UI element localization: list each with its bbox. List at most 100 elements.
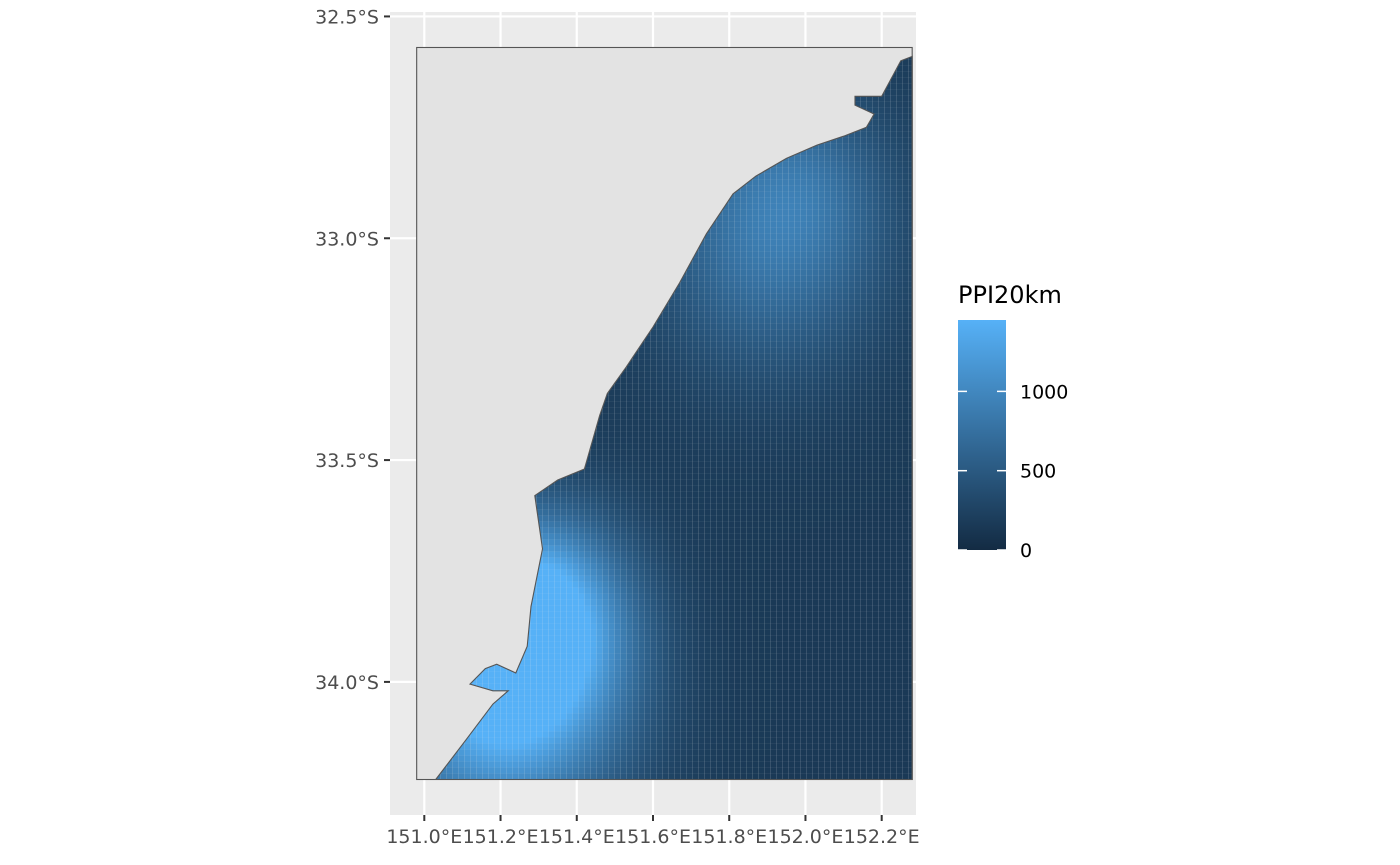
raster-cell — [896, 257, 903, 264]
raster-cell — [896, 143, 903, 150]
raster-cell — [692, 377, 699, 384]
raster-cell — [896, 311, 903, 318]
raster-cell — [794, 269, 801, 276]
raster-cell — [734, 317, 741, 324]
raster-cell — [722, 335, 729, 342]
raster-cell — [872, 323, 879, 330]
raster-cell — [860, 179, 867, 186]
raster-cell — [800, 251, 807, 258]
raster-cell — [884, 131, 891, 138]
raster-cell — [854, 305, 861, 312]
raster-cell — [818, 401, 825, 408]
raster-cell — [902, 125, 909, 132]
raster-cell — [830, 263, 837, 270]
raster-cell — [758, 203, 765, 210]
raster-cell — [722, 257, 729, 264]
raster-cell — [758, 263, 765, 270]
raster-cell — [716, 383, 723, 390]
raster-cell — [800, 383, 807, 390]
raster-cell — [704, 257, 711, 264]
raster-cell — [860, 341, 867, 348]
raster-cell — [740, 227, 747, 234]
raster-cell — [872, 149, 879, 156]
raster-cell — [854, 329, 861, 336]
raster-cell — [704, 347, 711, 354]
raster-cell — [752, 347, 759, 354]
raster-cell — [860, 155, 867, 162]
raster-cell — [902, 179, 909, 186]
raster-cell — [824, 359, 831, 366]
raster-cell — [716, 371, 723, 378]
raster-cell — [782, 341, 789, 348]
raster-cell — [890, 365, 897, 372]
raster-cell — [740, 197, 747, 204]
raster-cell — [812, 239, 819, 246]
raster-cell — [854, 335, 861, 342]
raster-cell — [704, 383, 711, 390]
raster-cell — [848, 209, 855, 216]
raster-cell — [884, 335, 891, 342]
raster-cell — [764, 353, 771, 360]
raster-cell — [716, 239, 723, 246]
raster-cell — [806, 155, 813, 162]
raster-cell — [716, 377, 723, 384]
raster-cell — [668, 323, 675, 330]
raster-cell — [668, 335, 675, 342]
raster-cell — [710, 317, 717, 324]
raster-cell — [878, 137, 885, 144]
raster-cell — [776, 341, 783, 348]
raster-cell — [830, 377, 837, 384]
raster-cell — [812, 401, 819, 408]
raster-cell — [896, 341, 903, 348]
raster-cell — [866, 305, 873, 312]
raster-cell — [878, 239, 885, 246]
raster-cell — [692, 287, 699, 294]
raster-cell — [878, 221, 885, 228]
raster-cell — [758, 293, 765, 300]
raster-cell — [872, 173, 879, 180]
raster-cell — [686, 395, 693, 402]
raster-cell — [674, 341, 681, 348]
raster-cell — [818, 155, 825, 162]
raster-cell — [788, 293, 795, 300]
raster-cell — [746, 347, 753, 354]
raster-cell — [890, 185, 897, 192]
raster-cell — [764, 359, 771, 366]
raster-cell — [794, 191, 801, 198]
raster-cell — [878, 353, 885, 360]
raster-cell — [842, 149, 849, 156]
raster-cell — [638, 353, 645, 360]
raster-cell — [818, 185, 825, 192]
raster-cell — [836, 317, 843, 324]
raster-cell — [806, 371, 813, 378]
raster-cell — [890, 359, 897, 366]
raster-cell — [878, 245, 885, 252]
raster-cell — [776, 203, 783, 210]
raster-cell — [740, 347, 747, 354]
raster-cell — [848, 227, 855, 234]
raster-cell — [758, 227, 765, 234]
raster-cell — [794, 299, 801, 306]
raster-cell — [824, 149, 831, 156]
raster-cell — [878, 263, 885, 270]
raster-cell — [836, 335, 843, 342]
raster-cell — [794, 281, 801, 288]
raster-cell — [890, 239, 897, 246]
raster-cell — [848, 287, 855, 294]
raster-cell — [746, 221, 753, 228]
raster-cell — [812, 227, 819, 234]
raster-cell — [638, 359, 645, 366]
raster-cell — [860, 287, 867, 294]
raster-cell — [734, 281, 741, 288]
raster-cell — [788, 245, 795, 252]
raster-cell — [842, 161, 849, 168]
raster-cell — [758, 359, 765, 366]
raster-cell — [800, 155, 807, 162]
raster-cell — [740, 221, 747, 228]
raster-cell — [872, 203, 879, 210]
raster-cell — [896, 335, 903, 342]
raster-cell — [872, 233, 879, 240]
raster-cell — [668, 317, 675, 324]
raster-cell — [728, 311, 735, 318]
raster-cell — [902, 233, 909, 240]
